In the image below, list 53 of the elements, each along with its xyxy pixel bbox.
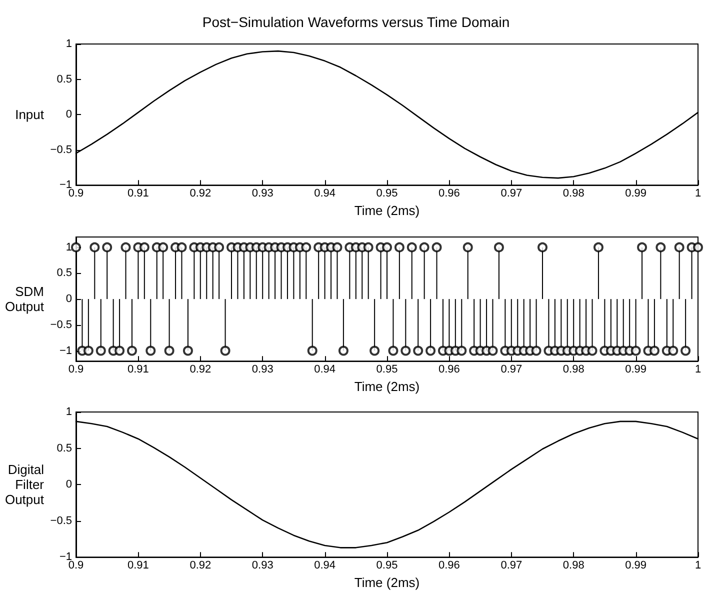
- y-axis-title: SDM Output: [4, 284, 44, 314]
- x-tick-label: 0.92: [190, 364, 212, 376]
- y-tick-label: 1: [66, 241, 72, 254]
- y-axis-title: Digital Filter Output: [4, 462, 45, 508]
- x-axis-title: Time (2ms): [354, 203, 420, 218]
- x-tick-label: 0.94: [314, 364, 336, 376]
- x-tick-label: 0.91: [127, 364, 149, 376]
- y-tick-label: 0.5: [56, 442, 72, 454]
- x-tick-label: 0.97: [500, 560, 522, 572]
- x-tick-label: 0.95: [376, 364, 398, 376]
- x-tick-label: 0.91: [127, 188, 149, 200]
- x-tick-label: 0.97: [500, 364, 522, 376]
- x-tick-label: 0.94: [314, 188, 336, 200]
- y-tick-label: 0.5: [56, 267, 72, 280]
- y-tick-label: 0: [66, 293, 72, 306]
- y-tick-label: −0.5: [50, 318, 72, 331]
- x-tick-label: 0.99: [625, 364, 647, 376]
- y-tick-label: 0: [66, 108, 72, 121]
- x-tick-label: 0.99: [625, 188, 647, 200]
- chart-title: Post−Simulation Waveforms versus Time Domain: [202, 14, 510, 30]
- x-tick-label: 0.96: [438, 560, 460, 572]
- x-tick-label: 0.92: [190, 560, 212, 572]
- x-tick-label: 0.92: [190, 188, 212, 200]
- x-tick-label: 0.99: [625, 560, 647, 572]
- y-axis-title: Input: [15, 107, 44, 122]
- x-tick-label: 0.91: [127, 560, 149, 572]
- x-axis-title: Time (2ms): [354, 379, 420, 394]
- y-tick-label: −0.5: [50, 144, 72, 156]
- y-tick-label: −0.5: [50, 514, 72, 527]
- x-tick-label: 0.93: [252, 364, 274, 376]
- x-tick-label: 1: [694, 560, 702, 572]
- y-tick-label: −1: [59, 344, 72, 357]
- x-axis-title: Time (2ms): [354, 575, 420, 590]
- x-tick-label: 0.9: [68, 188, 84, 200]
- x-tick-label: 0.93: [252, 560, 274, 572]
- x-tick-label: 0.95: [376, 188, 398, 200]
- x-tick-label: 0.94: [314, 560, 336, 572]
- x-tick-label: 0.95: [376, 560, 398, 572]
- y-tick-label: 1: [66, 38, 72, 50]
- x-tick-label: 0.97: [500, 188, 522, 200]
- x-tick-label: 0.98: [562, 364, 584, 376]
- y-tick-label: 0.5: [56, 73, 72, 86]
- x-tick-label: 1: [694, 188, 702, 200]
- y-tick-label: 0: [66, 478, 72, 491]
- x-tick-label: 0.9: [68, 560, 84, 572]
- x-tick-label: 0.98: [562, 560, 584, 572]
- x-tick-label: 0.93: [252, 188, 274, 200]
- x-tick-label: 1: [694, 364, 702, 376]
- x-tick-label: 0.96: [438, 364, 460, 376]
- y-tick-label: 1: [66, 406, 72, 418]
- x-tick-label: 0.98: [562, 188, 584, 200]
- x-tick-label: 0.96: [438, 188, 460, 200]
- x-tick-label: 0.9: [68, 364, 84, 376]
